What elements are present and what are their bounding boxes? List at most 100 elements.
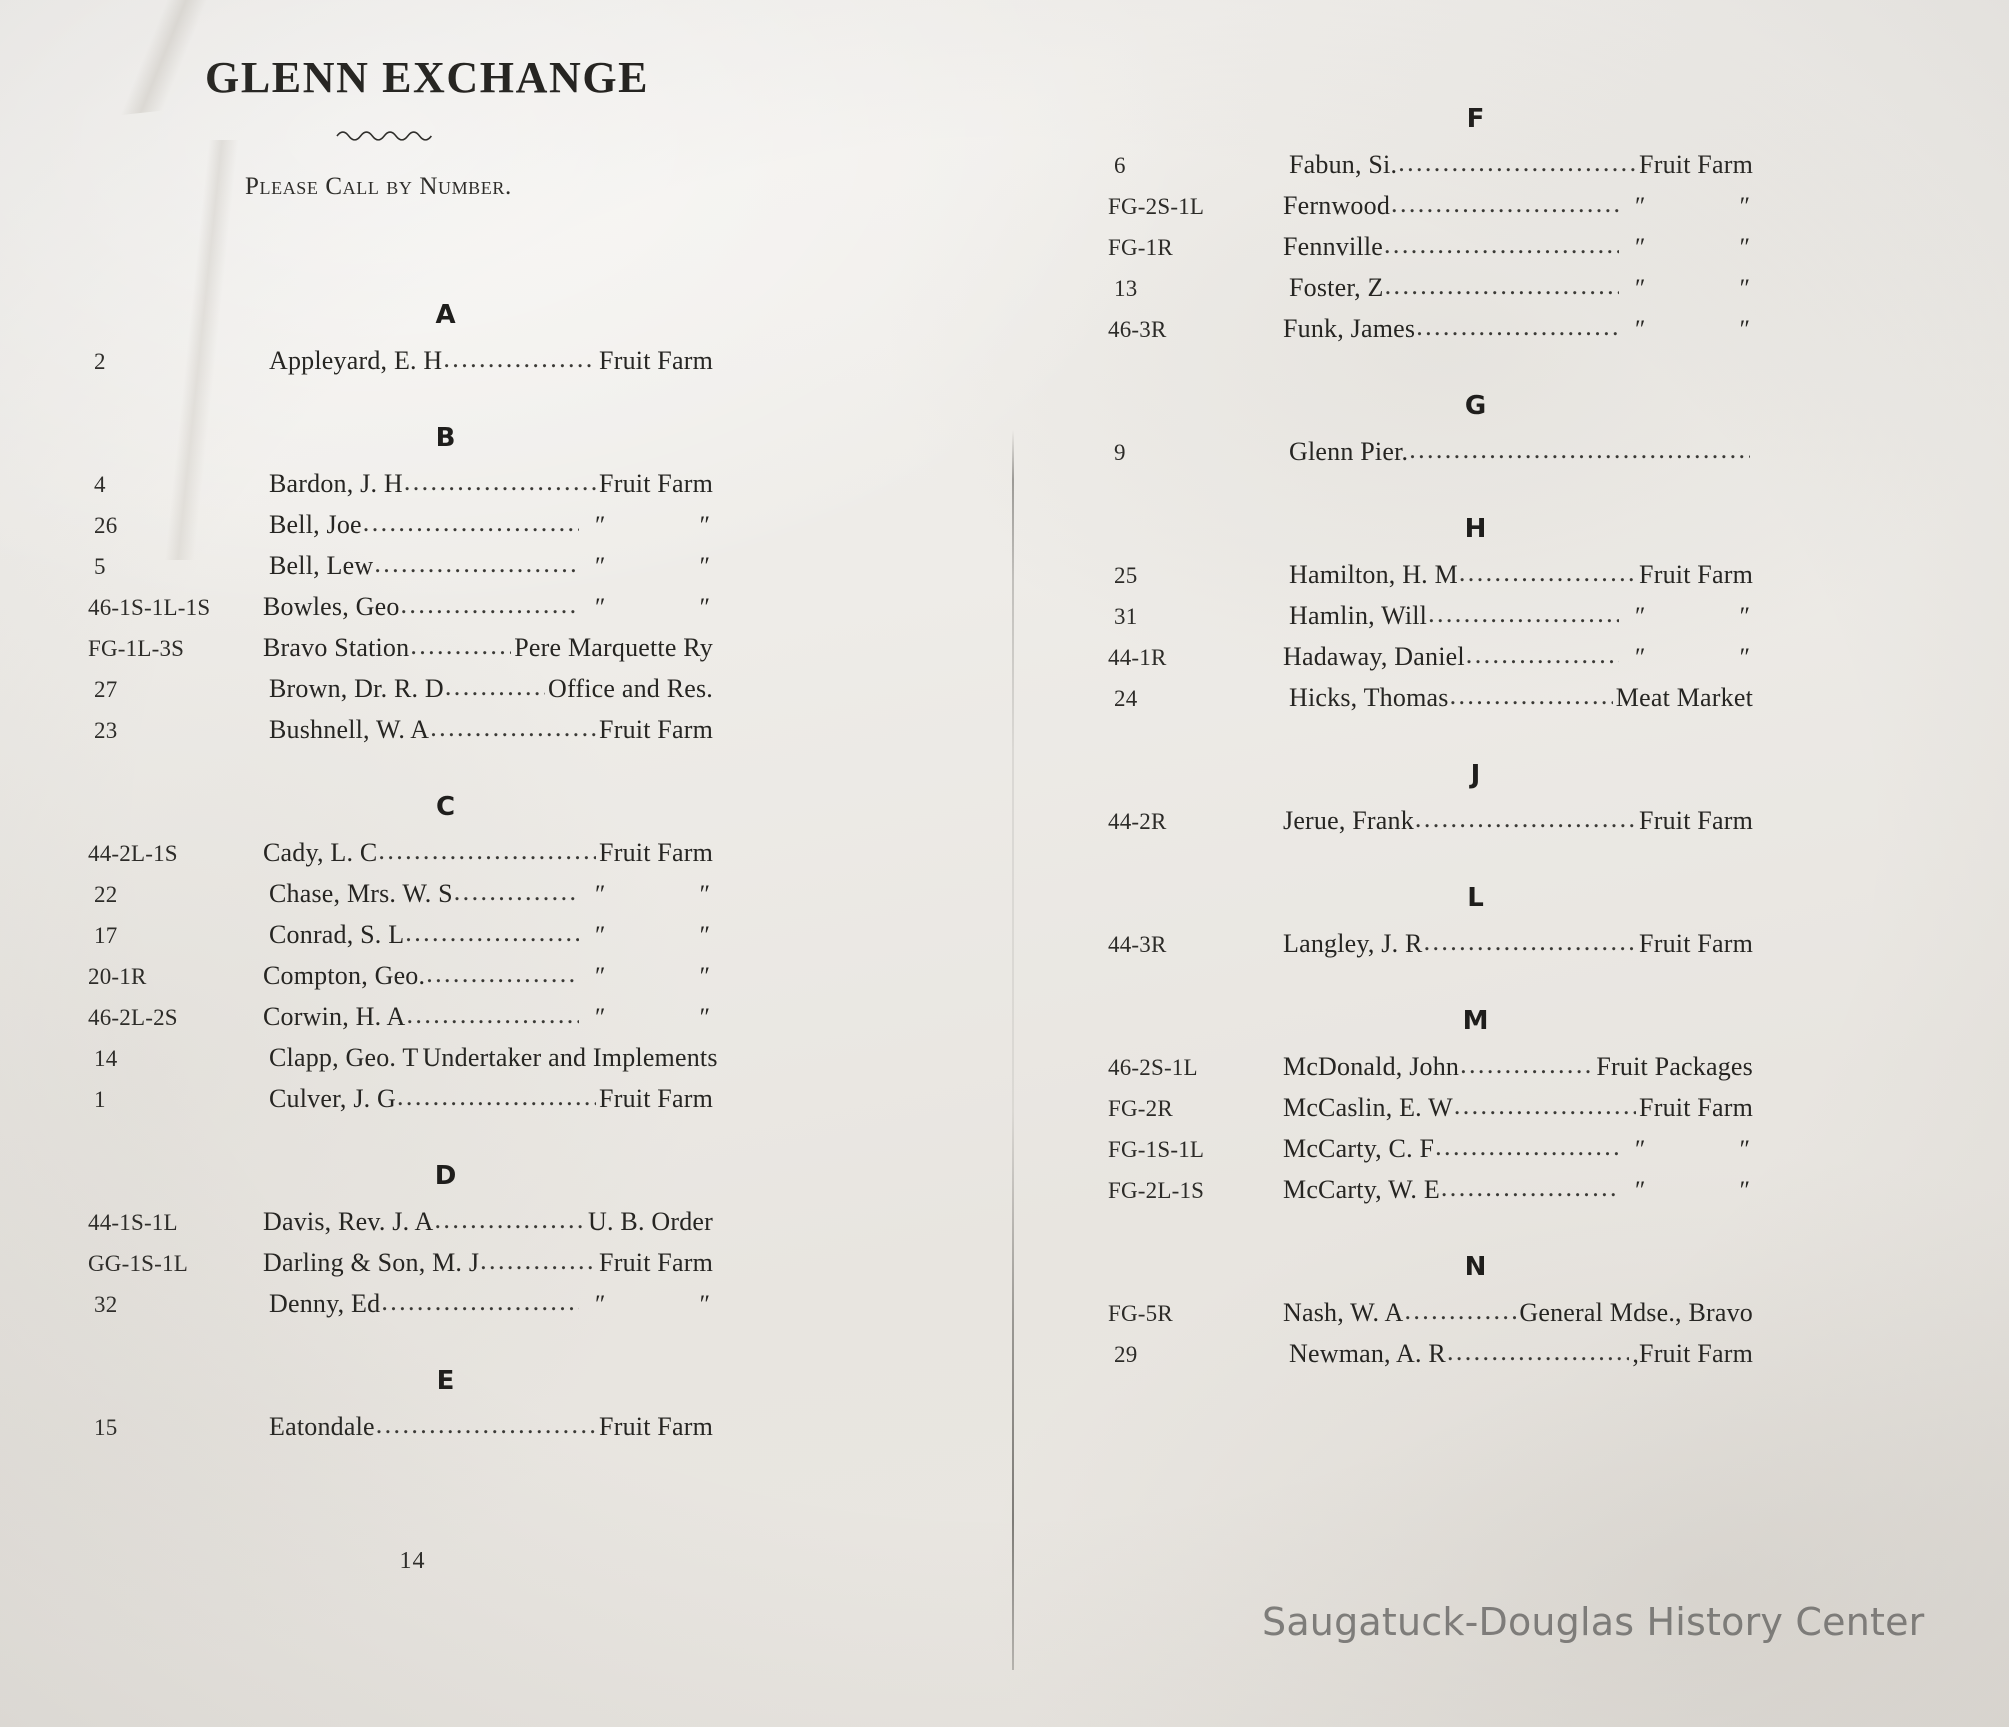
ring-code: 14: [94, 1046, 118, 1071]
directory-entry: 2 Appleyard, E. H Fruit Farm: [88, 348, 713, 374]
dot-leader: [376, 1412, 596, 1438]
ditto-mark: ″ ″: [1635, 644, 1795, 671]
subscriber-name: Fennville: [1283, 232, 1384, 261]
entry-body: Corwin, H. A ″ ″: [263, 1002, 755, 1031]
service-description: Office and Res.: [548, 674, 713, 703]
dot-leader: [404, 469, 596, 495]
entry-body: Culver, J. G Fruit Farm: [269, 1086, 713, 1112]
dot-leader: [445, 674, 545, 700]
subscriber-name: Foster, Z: [1289, 273, 1384, 302]
section-letter-m: M: [1462, 1006, 1489, 1036]
subscriber-name: Newman, A. R: [1289, 1339, 1446, 1368]
entry-body: Appleyard, E. H Fruit Farm: [269, 348, 713, 374]
dot-leader: [426, 961, 579, 987]
service-description: Fruit Farm: [1639, 560, 1753, 589]
directory-entry: 24 Hicks, Thomas Meat Market: [1108, 685, 1753, 711]
directory-entry: 46-2S-1L McDonald, John Fruit Packages: [1108, 1054, 1753, 1080]
entry-body: Fennville ″ ″: [1283, 232, 1753, 261]
service-description: Fruit Farm: [599, 1412, 713, 1441]
ring-code: FG-2R: [1108, 1096, 1173, 1121]
dot-leader: [1454, 1093, 1636, 1119]
subscriber-name: Clapp, Geo. T: [269, 1043, 419, 1072]
subscriber-name: Bravo Station: [263, 633, 410, 662]
dot-leader: [1435, 1134, 1619, 1160]
instruction-text: Please Call by Number.: [245, 173, 512, 200]
directory-entry: 46-3R Funk, James ″ ″: [1108, 314, 1795, 343]
ring-code: 23: [94, 718, 118, 743]
dot-leader: [1460, 1052, 1593, 1078]
column-gutter-rule: [1012, 430, 1014, 1670]
ditto-mark: ″ ″: [595, 1004, 755, 1031]
entry-body: Darling & Son, M. J Fruit Farm: [263, 1250, 713, 1276]
directory-entry: FG-5R Nash, W. A General Mdse., Bravo: [1108, 1300, 1753, 1326]
ring-code: 31: [1114, 604, 1138, 629]
entry-body: McCarty, W. E ″ ″: [1283, 1175, 1795, 1204]
dot-leader: [1398, 150, 1636, 176]
dot-leader: [1450, 683, 1613, 709]
ditto-mark: ″ ″: [595, 594, 755, 621]
subscriber-name: Conrad, S. L: [269, 920, 405, 949]
directory-entry: 25 Hamilton, H. M Fruit Farm: [1108, 562, 1753, 588]
section-divider: [1108, 860, 1753, 861]
directory-entry: 17 Conrad, S. L ″ ″: [88, 920, 755, 949]
section-letter-d: D: [434, 1161, 457, 1191]
service-description: Fruit Farm: [1639, 806, 1753, 835]
section-divider: [88, 1138, 713, 1139]
watermark: Saugatuck-Douglas History Center: [1262, 1600, 1925, 1644]
service-description: Fruit Farm: [599, 346, 713, 375]
directory-entry: 44-1R Hadaway, Daniel ″ ″: [1108, 642, 1795, 671]
dot-leader: [1459, 560, 1636, 586]
directory-entry: 6 Fabun, Si. Fruit Farm: [1108, 152, 1753, 178]
ring-code: 25: [1114, 563, 1138, 588]
dot-leader: [1415, 806, 1636, 832]
ditto-mark: ″ ″: [1635, 1177, 1795, 1204]
entry-body: Conrad, S. L ″ ″: [269, 920, 755, 949]
ring-code: 44-1S-1L: [88, 1210, 178, 1235]
service-description: U. B. Order: [588, 1207, 713, 1236]
ring-code: 1: [94, 1087, 106, 1112]
ring-code: FG-2L-1S: [1108, 1178, 1205, 1203]
ring-code: 27: [94, 677, 118, 702]
section-divider: [88, 400, 713, 401]
directory-entry: 44-2R Jerue, Frank Fruit Farm: [1108, 808, 1753, 834]
directory-entry: 46-2L-2S Corwin, H. A ″ ″: [88, 1002, 755, 1031]
dot-leader: [407, 1002, 579, 1028]
directory-entry: 5 Bell, Lew ″ ″: [88, 553, 713, 580]
entry-body: Denny, Ed ″ ″: [269, 1289, 713, 1318]
directory-entry: GG-1S-1L Darling & Son, M. J Fruit Farm: [88, 1250, 713, 1276]
dot-leader: [381, 1289, 579, 1315]
ditto-mark: ″ ″: [595, 922, 755, 949]
subscriber-name: McCarty, C. F: [1283, 1134, 1435, 1163]
ditto-mark: ″ ″: [1635, 603, 1795, 630]
dot-leader: [397, 1084, 596, 1110]
directory-entry: FG-1S-1L McCarty, C. F ″ ″: [1108, 1134, 1753, 1163]
ring-code: 15: [94, 1415, 118, 1440]
entry-body: Bardon, J. H Fruit Farm: [269, 471, 713, 497]
entry-body: Nash, W. A General Mdse., Bravo: [1283, 1300, 1753, 1326]
ring-code: 17: [94, 923, 118, 948]
subscriber-name: Hamilton, H. M: [1289, 560, 1458, 589]
subscriber-name: Denny, Ed: [269, 1289, 381, 1318]
entry-body: Bushnell, W. A Fruit Farm: [269, 717, 713, 743]
directory-entry: 23 Bushnell, W. A Fruit Farm: [88, 717, 713, 743]
dot-leader: [1385, 273, 1619, 299]
subscriber-name: McDonald, John: [1283, 1052, 1460, 1081]
subscriber-name: Hadaway, Daniel: [1283, 642, 1465, 671]
subscriber-name: McCaslin, E. W: [1283, 1093, 1453, 1122]
subscriber-name: Eatondale: [269, 1412, 375, 1441]
ditto-mark: ″ ″: [595, 881, 755, 908]
ring-code: 9: [1114, 440, 1126, 465]
dot-leader: [401, 592, 579, 618]
directory-entry: 44-1S-1L Davis, Rev. J. A U. B. Order: [88, 1209, 713, 1235]
subscriber-name: Corwin, H. A: [263, 1002, 406, 1031]
subscriber-name: Fabun, Si.: [1289, 150, 1398, 179]
entry-body: Hicks, Thomas Meat Market: [1289, 685, 1753, 711]
ditto-mark: ″ ″: [1635, 316, 1795, 343]
dot-leader: [1404, 1298, 1516, 1324]
section-letter-j: J: [1470, 760, 1481, 790]
ring-code: 29: [1114, 1342, 1138, 1367]
dot-leader: [1416, 314, 1619, 340]
dot-leader: [1441, 1175, 1619, 1201]
section-letter-f: F: [1466, 104, 1485, 134]
